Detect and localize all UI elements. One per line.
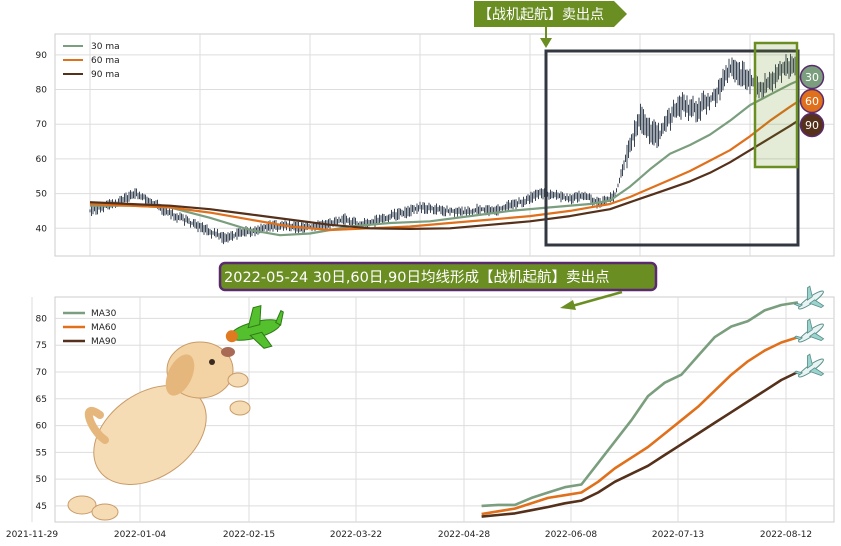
x-tick-label: 2022-03-22 — [330, 530, 382, 540]
airplane-wing — [806, 318, 813, 334]
mid-arrow-head — [560, 300, 576, 310]
legend-label: 90 ma — [91, 70, 120, 80]
y-tick-label: 70 — [36, 120, 48, 130]
y-tick-label: 80 — [36, 314, 48, 324]
y-tick-label: 65 — [36, 395, 47, 405]
dog-eye — [209, 359, 215, 365]
ma-badge — [799, 112, 825, 138]
legend-label: MA90 — [91, 337, 117, 347]
x-tick-label: 2022-08-12 — [760, 530, 812, 540]
ma-badge-label: 30 — [805, 71, 819, 84]
airplane-tail — [793, 370, 804, 376]
top-banner-text: 【战机起航】卖出点 — [478, 7, 604, 23]
airplane-icon — [793, 353, 825, 378]
airplane-tail — [793, 335, 804, 341]
ma-badge — [799, 64, 825, 90]
airplane-wing — [808, 299, 825, 308]
dog-paw — [229, 400, 251, 416]
y-tick-label: 60 — [36, 422, 48, 432]
legend: MA30 MA60 MA90 — [63, 309, 117, 347]
dog-paw — [91, 503, 119, 521]
legend: 30 ma 60 ma 90 ma — [63, 42, 120, 80]
mid-banner-text: 2022-05-24 30日,60日,90日均线形成【战机起航】卖出点 — [224, 269, 609, 286]
ma-line-30-ma — [90, 79, 799, 237]
x-tick-label: 2022-02-15 — [223, 530, 275, 540]
y-tick-label: 90 — [36, 51, 48, 61]
ma-badge — [799, 88, 825, 114]
y-tick-label: 45 — [36, 502, 47, 512]
airplane-icon — [793, 285, 825, 310]
ma-badge-label: 90 — [805, 119, 819, 132]
y-tick-label: 40 — [36, 224, 48, 234]
airplane-wing — [806, 285, 813, 301]
dog-tail — [84, 406, 109, 444]
toy-plane-icon — [225, 304, 284, 349]
dog-mouth — [221, 347, 235, 357]
legend-label: MA30 — [91, 309, 117, 319]
y-tick-label: 60 — [36, 155, 48, 165]
x-tick-label: 2022-01-04 — [114, 530, 167, 540]
ma-badge-label: 60 — [805, 95, 819, 108]
x-tick-label: 2022-07-13 — [652, 530, 704, 540]
ma-line-90-ma — [89, 119, 799, 230]
toy-plane-tail — [275, 309, 284, 326]
x-tick-label: 2021-11-29 — [6, 530, 59, 540]
y-tick-label: 50 — [36, 190, 48, 200]
x-tick-label: 2022-06-08 — [545, 530, 598, 540]
airplane-icon — [793, 318, 825, 343]
airplane-wing — [808, 367, 825, 376]
airplane-tail — [793, 302, 804, 308]
top-banner-shape — [474, 1, 627, 27]
toy-plane-wing — [247, 304, 262, 329]
y-tick-label: 50 — [36, 475, 48, 485]
legend-label: MA60 — [91, 323, 117, 333]
legend-label: 30 ma — [91, 42, 120, 52]
airplane-wing — [808, 332, 825, 341]
mid-banner-shape — [218, 261, 658, 292]
y-tick-label: 80 — [36, 86, 48, 96]
x-tick-label: 2022-04-28 — [438, 530, 491, 540]
decorations: 【战机起航】卖出点 2022-05-24 30日,60日,90日均线形成【战机起航… — [67, 1, 825, 521]
ma-line-60-ma — [89, 100, 799, 232]
y-tick-label: 75 — [36, 341, 47, 351]
ma-line-MA90 — [481, 370, 799, 518]
top-arrow-head — [540, 38, 552, 48]
legend-label: 60 ma — [91, 56, 120, 66]
mid-arrow-stem — [571, 290, 623, 308]
ma-line-MA60 — [481, 335, 799, 516]
dog-ear — [165, 354, 195, 396]
dog-paw — [227, 372, 249, 388]
dog-body — [93, 385, 207, 485]
toy-plane-propeller — [225, 330, 238, 343]
price-chart: 40 50 60 70 80 90 30 ma 60 ma 90 ma 30 60 90 — [36, 33, 835, 257]
dog-illustration — [67, 341, 251, 521]
ma-line-MA30 — [481, 301, 799, 508]
signal-box — [753, 41, 799, 169]
y-tick-label: 70 — [36, 368, 48, 378]
toy-plane-wing — [249, 331, 273, 349]
airplane-wing — [806, 353, 813, 369]
y-tick-label: 55 — [36, 448, 47, 458]
dog-paw — [67, 495, 97, 515]
